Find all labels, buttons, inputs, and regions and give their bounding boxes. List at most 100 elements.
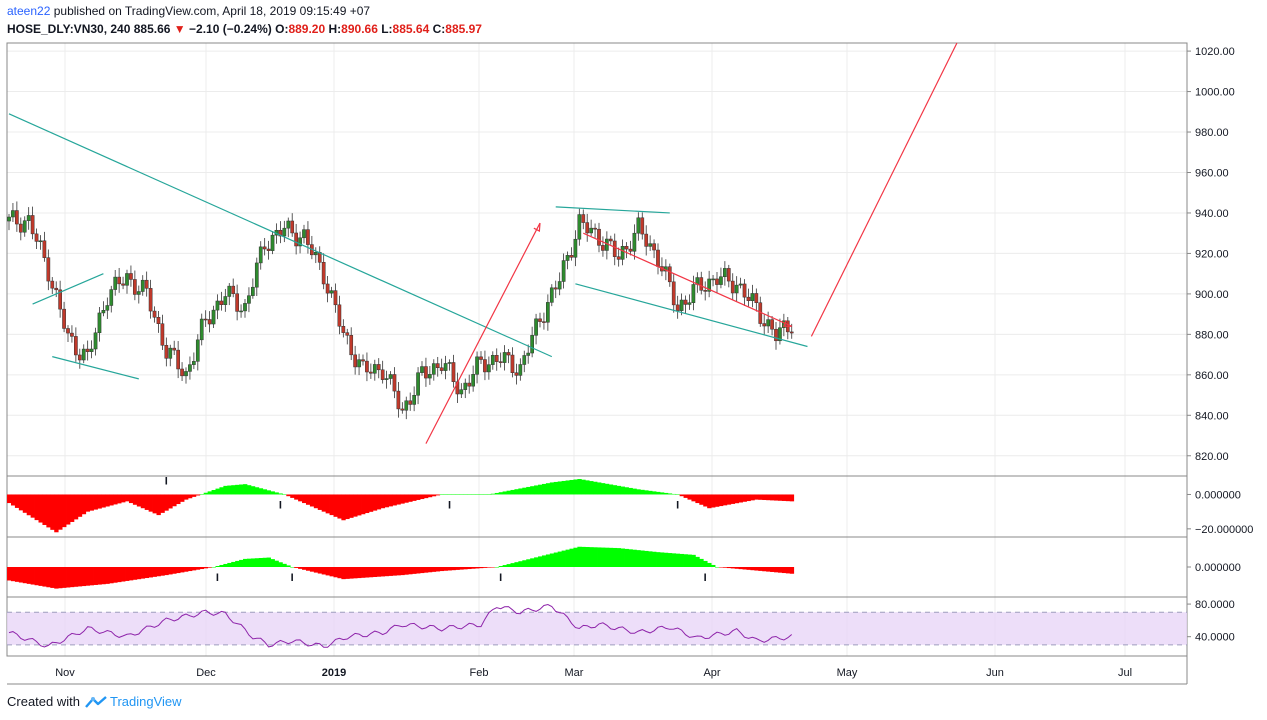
candle	[7, 216, 11, 222]
histogram-bar	[644, 550, 649, 567]
histogram-bar	[451, 494, 456, 495]
arrow-line[interactable]	[583, 232, 792, 327]
signal-marker: I	[291, 572, 294, 584]
histogram-bar	[298, 567, 303, 569]
histogram-bar	[388, 494, 393, 507]
histogram-bar	[777, 494, 783, 501]
candle	[85, 348, 90, 352]
high-value: 890.66	[341, 22, 378, 36]
histogram-bar	[785, 567, 791, 574]
histogram-bar	[278, 562, 283, 567]
histogram-bar	[691, 494, 696, 502]
histogram-bar	[640, 489, 645, 495]
histogram-bar	[486, 494, 492, 495]
y-tick-label: 960.00	[1195, 167, 1229, 179]
histogram-bar	[754, 494, 759, 500]
histogram-bar	[113, 567, 118, 583]
histogram-bar	[128, 567, 134, 581]
histogram-bar	[620, 486, 625, 495]
histogram-bar	[380, 567, 386, 577]
histogram-bar	[199, 567, 205, 570]
histogram-bar	[30, 567, 35, 585]
histogram-bar	[274, 560, 279, 567]
histogram-bar	[152, 494, 157, 514]
histogram-bar	[612, 547, 618, 567]
candle	[683, 299, 688, 305]
histogram-bar	[93, 494, 98, 510]
candle	[282, 227, 287, 237]
candle	[22, 220, 27, 233]
histogram-bar	[561, 550, 566, 567]
candle	[506, 352, 511, 356]
histogram-bar	[404, 494, 409, 503]
histogram-bar	[215, 565, 220, 567]
histogram-bar	[494, 567, 500, 568]
histogram-bar	[18, 494, 24, 511]
candle	[333, 290, 338, 306]
histogram-bar	[510, 489, 515, 495]
x-tick-label: Jun	[986, 667, 1004, 679]
arrow-head	[533, 223, 541, 233]
histogram-bar	[148, 494, 153, 512]
histogram-bar	[463, 567, 468, 570]
histogram-bar	[420, 567, 425, 574]
histogram-bar	[364, 494, 370, 514]
histogram-bar	[286, 494, 291, 497]
histogram-bar	[305, 567, 311, 571]
trendline[interactable]	[555, 206, 670, 214]
candle	[361, 359, 365, 362]
y-tick-label: 980.00	[1195, 127, 1229, 139]
candle	[762, 323, 767, 327]
histogram-bar	[313, 494, 319, 509]
low-label: L:	[381, 22, 393, 36]
histogram-bar	[636, 550, 641, 567]
arrow-line[interactable]	[425, 222, 541, 444]
histogram-bar	[695, 494, 700, 504]
trendline[interactable]	[52, 356, 139, 380]
histogram-bar	[117, 567, 122, 583]
histogram-bar	[282, 494, 287, 495]
candle	[219, 300, 224, 305]
arrow-line[interactable]	[810, 42, 958, 337]
candle	[243, 303, 247, 312]
candle	[329, 290, 334, 294]
histogram-bar	[195, 494, 201, 496]
histogram-bar	[372, 494, 378, 511]
candle	[424, 366, 428, 379]
candles	[7, 201, 794, 420]
tradingview-brand[interactable]: TradingView	[109, 694, 182, 709]
histogram-bar	[530, 558, 535, 567]
histogram-bar	[742, 494, 747, 502]
histogram-bar	[616, 548, 622, 567]
histogram-bar	[97, 494, 102, 509]
histogram-bar	[384, 494, 389, 508]
histogram-bar	[738, 567, 743, 570]
candle	[321, 262, 326, 285]
histogram-bar	[455, 494, 460, 495]
histogram-bar	[585, 547, 590, 567]
histogram-bar	[246, 558, 252, 567]
x-tick-label: Nov	[55, 667, 75, 679]
histogram-bar	[121, 567, 126, 582]
candle	[766, 319, 770, 327]
histogram-bar	[349, 494, 354, 518]
trendline[interactable]	[8, 113, 553, 358]
histogram-bar	[663, 492, 669, 495]
author-link[interactable]: ateen22	[7, 4, 51, 18]
candle	[483, 359, 487, 373]
histogram-bar	[687, 554, 692, 567]
histogram-bar	[455, 567, 460, 570]
histogram-bar	[223, 485, 228, 495]
histogram-bar	[758, 567, 763, 571]
trendline[interactable]	[32, 273, 104, 305]
candle	[467, 382, 472, 387]
histogram-bar	[538, 484, 543, 495]
histogram-bar	[553, 552, 559, 567]
rsi-band	[7, 612, 1187, 645]
tradingview-logo-icon	[85, 695, 107, 708]
candle	[546, 302, 550, 323]
trendline[interactable]	[575, 283, 808, 348]
candle	[121, 283, 125, 286]
y-tick-label: 1020.00	[1195, 46, 1235, 58]
